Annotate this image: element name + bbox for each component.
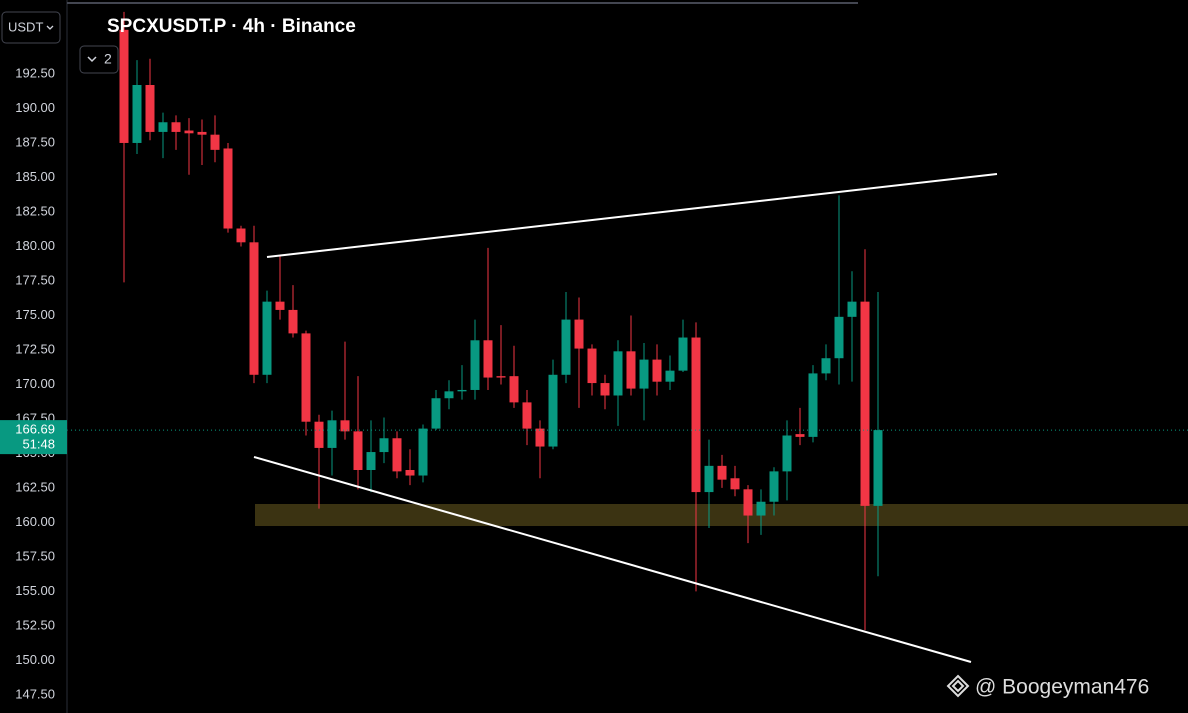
- candle-body: [145, 85, 155, 132]
- candle-body: [418, 428, 428, 476]
- candle-body: [743, 489, 753, 516]
- candle-body: [457, 389, 467, 392]
- candle-body: [392, 438, 402, 472]
- y-tick-label: 147.50: [15, 686, 55, 701]
- support-zone: [255, 504, 1188, 526]
- candle-body: [249, 242, 259, 375]
- candle-body: [704, 465, 714, 493]
- candle-body: [847, 301, 857, 317]
- candle-body: [821, 358, 831, 374]
- candle-body: [522, 402, 532, 429]
- candle-body: [717, 465, 727, 480]
- candle-body: [678, 337, 688, 371]
- candle-body: [834, 316, 844, 359]
- lower-trendline: [253, 456, 972, 663]
- candle-body: [340, 420, 350, 432]
- candle-body: [275, 301, 285, 310]
- candle-body: [769, 471, 779, 502]
- candle-body: [795, 434, 805, 437]
- candle-body: [405, 469, 415, 476]
- y-tick-label: 190.00: [15, 100, 55, 115]
- currency-box[interactable]: [1, 11, 61, 44]
- y-tick-label: 180.00: [15, 238, 55, 253]
- watermark-text: @ Boogeyman476: [975, 676, 1149, 699]
- drawings: [253, 173, 998, 663]
- y-tick-label: 192.50: [15, 65, 55, 80]
- y-tick-label: 150.00: [15, 652, 55, 667]
- candle-body: [626, 351, 636, 389]
- y-tick-label: 172.50: [15, 341, 55, 356]
- candle-body: [236, 228, 246, 243]
- candle-body: [353, 431, 363, 470]
- candle-body: [327, 420, 337, 448]
- candle-body: [782, 435, 792, 472]
- candle-body: [561, 319, 571, 375]
- chart-title: SPCXUSDT.P · 4h · Binance: [107, 16, 356, 37]
- candle-body: [730, 478, 740, 490]
- candle-body: [808, 373, 818, 437]
- candle-body: [223, 148, 233, 229]
- y-tick-label: 185.00: [15, 169, 55, 184]
- candle-body: [132, 85, 142, 143]
- candle-body: [756, 501, 766, 516]
- candle-body: [509, 376, 519, 403]
- watermark: @ Boogeyman476: [946, 674, 1149, 699]
- candle-body: [210, 134, 220, 150]
- candle-body: [574, 319, 584, 349]
- candle-body: [691, 337, 701, 493]
- candle-body: [639, 359, 649, 389]
- candle-body: [652, 359, 662, 382]
- y-tick-label: 170.00: [15, 376, 55, 391]
- y-tick-label: 182.50: [15, 203, 55, 218]
- candle-body: [379, 438, 389, 453]
- y-tick-label: 160.00: [15, 514, 55, 529]
- candle-body: [483, 340, 493, 378]
- candle-body: [158, 122, 168, 132]
- candle-body: [262, 301, 272, 375]
- y-tick-label: 175.00: [15, 307, 55, 322]
- candle-body: [184, 130, 194, 134]
- y-tick-label: 177.50: [15, 272, 55, 287]
- candle-body: [587, 348, 597, 384]
- y-tick-label: 187.50: [15, 134, 55, 149]
- candle-body: [197, 131, 207, 135]
- currency-selector[interactable]: USDT: [1, 11, 61, 44]
- plot-area: [67, 11, 1188, 631]
- countdown-label: 51:48: [22, 437, 55, 452]
- watermark-icon: [946, 674, 970, 698]
- candle-body: [665, 370, 675, 382]
- candle-body: [600, 383, 610, 396]
- y-tick-label: 157.50: [15, 548, 55, 563]
- y-tick-label: 155.00: [15, 583, 55, 598]
- candle-body: [535, 428, 545, 447]
- candle-body: [366, 452, 376, 470]
- candle-body: [301, 333, 311, 422]
- candle-body: [431, 398, 441, 429]
- candle-body: [873, 430, 883, 506]
- indicator-toggle[interactable]: 2: [79, 45, 119, 74]
- candle-body: [288, 309, 298, 334]
- candle-body: [444, 391, 454, 399]
- candle-body: [171, 122, 181, 132]
- dropdown-icon[interactable]: [46, 25, 54, 30]
- last-price-label: 166.69: [15, 422, 55, 437]
- collapse-icon[interactable]: [87, 56, 97, 63]
- indicator-box[interactable]: [79, 45, 119, 74]
- candle-body: [496, 376, 506, 378]
- y-tick-label: 152.50: [15, 617, 55, 632]
- candle-body: [314, 421, 324, 448]
- candle-body: [119, 29, 129, 143]
- candle-body: [470, 340, 480, 390]
- indicator-count[interactable]: 2: [104, 51, 112, 67]
- upper-trendline: [266, 173, 998, 258]
- last-price-box: [0, 420, 67, 455]
- candle-body: [613, 351, 623, 396]
- currency-label[interactable]: USDT: [8, 19, 43, 34]
- candle-body: [548, 374, 558, 447]
- candle-body: [860, 301, 870, 506]
- y-tick-label: 162.50: [15, 479, 55, 494]
